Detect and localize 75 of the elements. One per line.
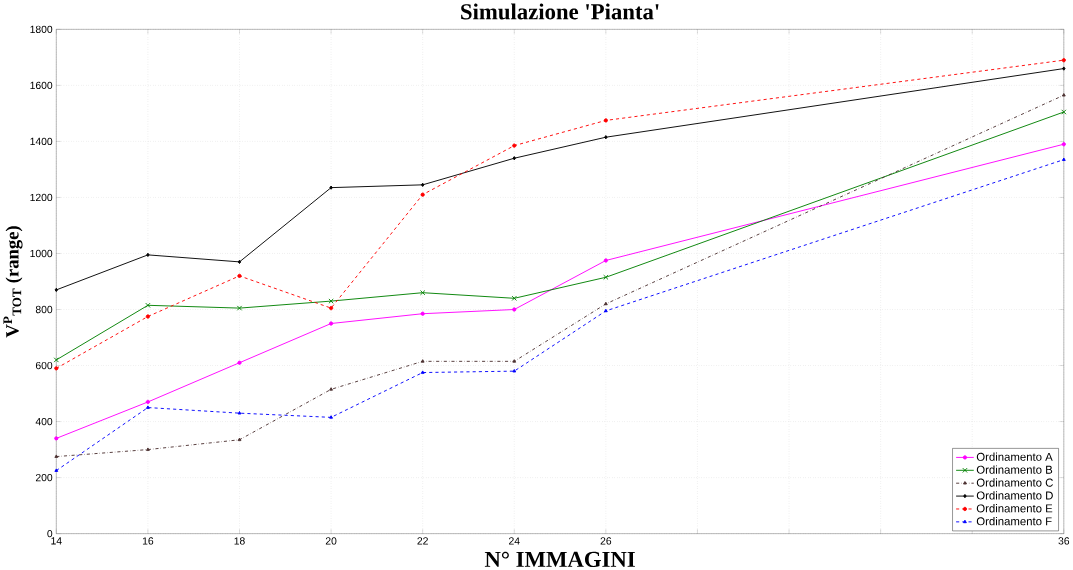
point xyxy=(145,314,151,319)
y-tick-label: 0 xyxy=(47,529,53,538)
point xyxy=(603,258,608,263)
legend-label: Ordinamento B xyxy=(976,465,1053,474)
point xyxy=(512,143,517,148)
x-tick-label: 18 xyxy=(234,537,245,545)
point xyxy=(420,289,426,296)
point xyxy=(420,182,425,187)
legend-label: Ordinamento F xyxy=(976,516,1052,526)
point xyxy=(1061,109,1067,115)
y-tick-label: 1200 xyxy=(30,193,53,201)
point xyxy=(1061,157,1066,161)
y-tick-label: 600 xyxy=(35,361,53,369)
x-tick-label: 22 xyxy=(417,537,428,545)
point xyxy=(329,415,333,419)
point xyxy=(1061,92,1066,97)
y-tick-label: 1400 xyxy=(30,137,53,145)
point xyxy=(54,287,59,292)
point xyxy=(237,273,242,278)
point xyxy=(512,155,516,161)
point xyxy=(236,305,243,311)
point xyxy=(328,321,334,326)
point xyxy=(53,357,59,363)
point xyxy=(329,185,333,190)
point xyxy=(54,468,59,472)
y-tick-label: 1800 xyxy=(30,25,53,33)
point xyxy=(146,405,150,409)
x-tick-label: 14 xyxy=(51,537,62,545)
point xyxy=(54,454,59,458)
point xyxy=(603,118,608,123)
point xyxy=(604,134,608,140)
point xyxy=(54,365,59,371)
point xyxy=(328,305,334,310)
point xyxy=(420,370,425,374)
point xyxy=(54,436,59,441)
point xyxy=(329,386,333,391)
legend-label: Ordinamento D xyxy=(976,490,1053,500)
point xyxy=(328,298,334,304)
point xyxy=(420,192,425,197)
point xyxy=(145,302,151,308)
point xyxy=(603,308,608,312)
point xyxy=(603,301,608,305)
chart-title: Simulazione 'Pianta' xyxy=(461,3,659,20)
point xyxy=(511,295,517,301)
point xyxy=(1061,141,1066,147)
point xyxy=(512,368,517,373)
point xyxy=(237,360,242,365)
y-tick-label: 1000 xyxy=(30,249,53,257)
point xyxy=(146,252,150,257)
point xyxy=(1062,66,1066,71)
point xyxy=(1061,57,1066,63)
x-tick-label: 24 xyxy=(509,537,520,545)
y-tick-label: 400 xyxy=(35,417,53,425)
point xyxy=(420,311,425,316)
y-tick-label: 800 xyxy=(35,305,53,313)
point xyxy=(512,307,517,312)
y-tick-label: 1600 xyxy=(30,81,53,89)
legend-label: Ordinamento A xyxy=(976,452,1053,461)
x-axis-title: N° IMMAGINI xyxy=(484,551,635,567)
legend-label: Ordinamento E xyxy=(976,503,1053,513)
x-tick-label: 16 xyxy=(142,537,154,545)
point xyxy=(237,410,242,415)
y-axis-title: V$^{P}$$_{TOT}$ (range) xyxy=(3,225,23,338)
point xyxy=(146,447,150,451)
x-tick-label: 36 xyxy=(1058,537,1070,545)
point xyxy=(420,358,425,363)
point xyxy=(512,358,517,363)
legend-label: Ordinamento C xyxy=(976,478,1053,487)
point xyxy=(145,399,151,404)
y-tick-label: 200 xyxy=(35,473,53,482)
point xyxy=(237,259,242,264)
x-tick-label: 20 xyxy=(325,537,337,545)
x-tick-label: 26 xyxy=(600,537,612,545)
point xyxy=(237,437,242,441)
point xyxy=(603,274,609,280)
